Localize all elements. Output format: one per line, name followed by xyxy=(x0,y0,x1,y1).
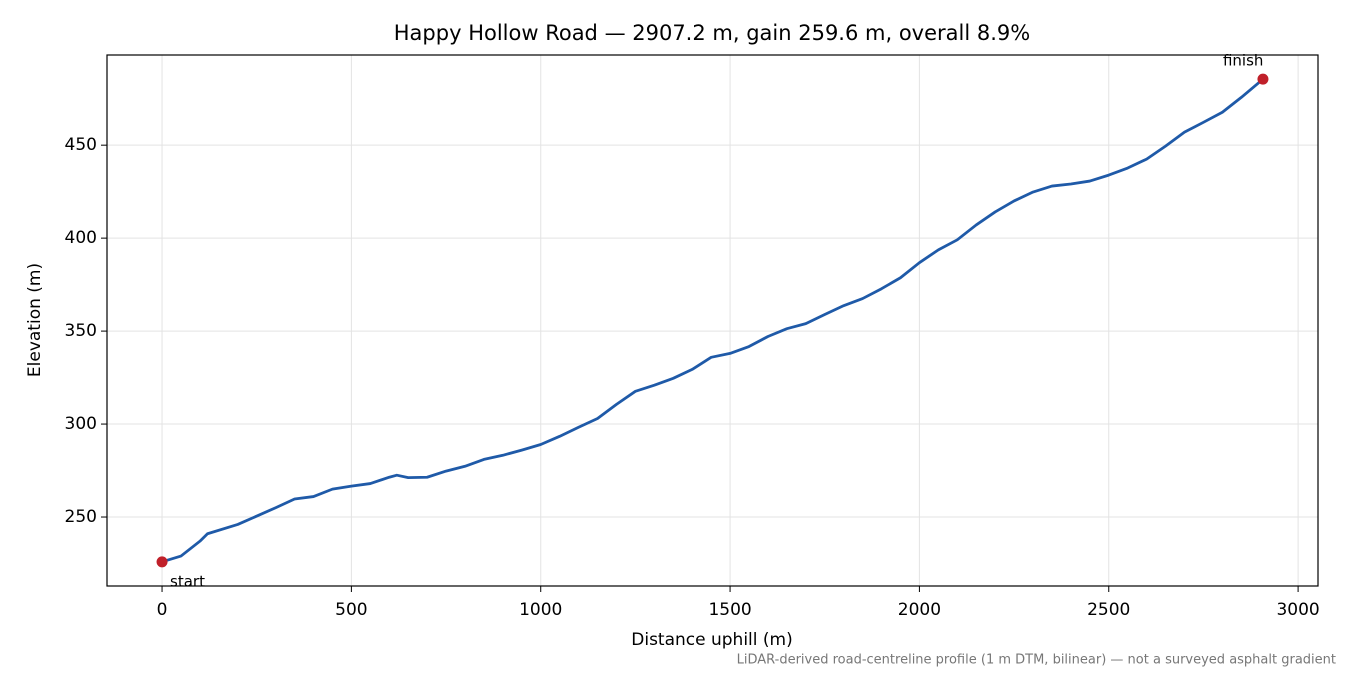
x-tick-label: 1000 xyxy=(519,600,562,620)
x-tick-label: 0 xyxy=(157,600,168,620)
y-axis-label: Elevation (m) xyxy=(25,263,45,377)
x-tick-label: 3000 xyxy=(1276,600,1319,620)
footnote: LiDAR-derived road-centreline profile (1… xyxy=(737,653,1336,668)
endpoint-label: finish xyxy=(1223,52,1263,70)
plot-frame xyxy=(106,54,1319,587)
y-tick-label: 450 xyxy=(65,135,97,155)
y-tick-label: 350 xyxy=(65,321,97,341)
endpoint-marker xyxy=(156,556,168,568)
x-tick-label: 1500 xyxy=(708,600,751,620)
chart-title: Happy Hollow Road — 2907.2 m, gain 259.6… xyxy=(394,21,1030,45)
x-axis-label: Distance uphill (m) xyxy=(631,630,792,650)
x-tick-label: 500 xyxy=(335,600,367,620)
endpoint-label: start xyxy=(170,572,205,590)
y-tick-label: 300 xyxy=(65,414,97,434)
endpoint-marker xyxy=(1257,73,1269,85)
elevation-line xyxy=(161,78,1264,564)
y-tick-label: 400 xyxy=(65,228,97,248)
x-tick-label: 2000 xyxy=(898,600,941,620)
y-tick-label: 250 xyxy=(65,507,97,527)
x-tick-label: 2500 xyxy=(1087,600,1130,620)
